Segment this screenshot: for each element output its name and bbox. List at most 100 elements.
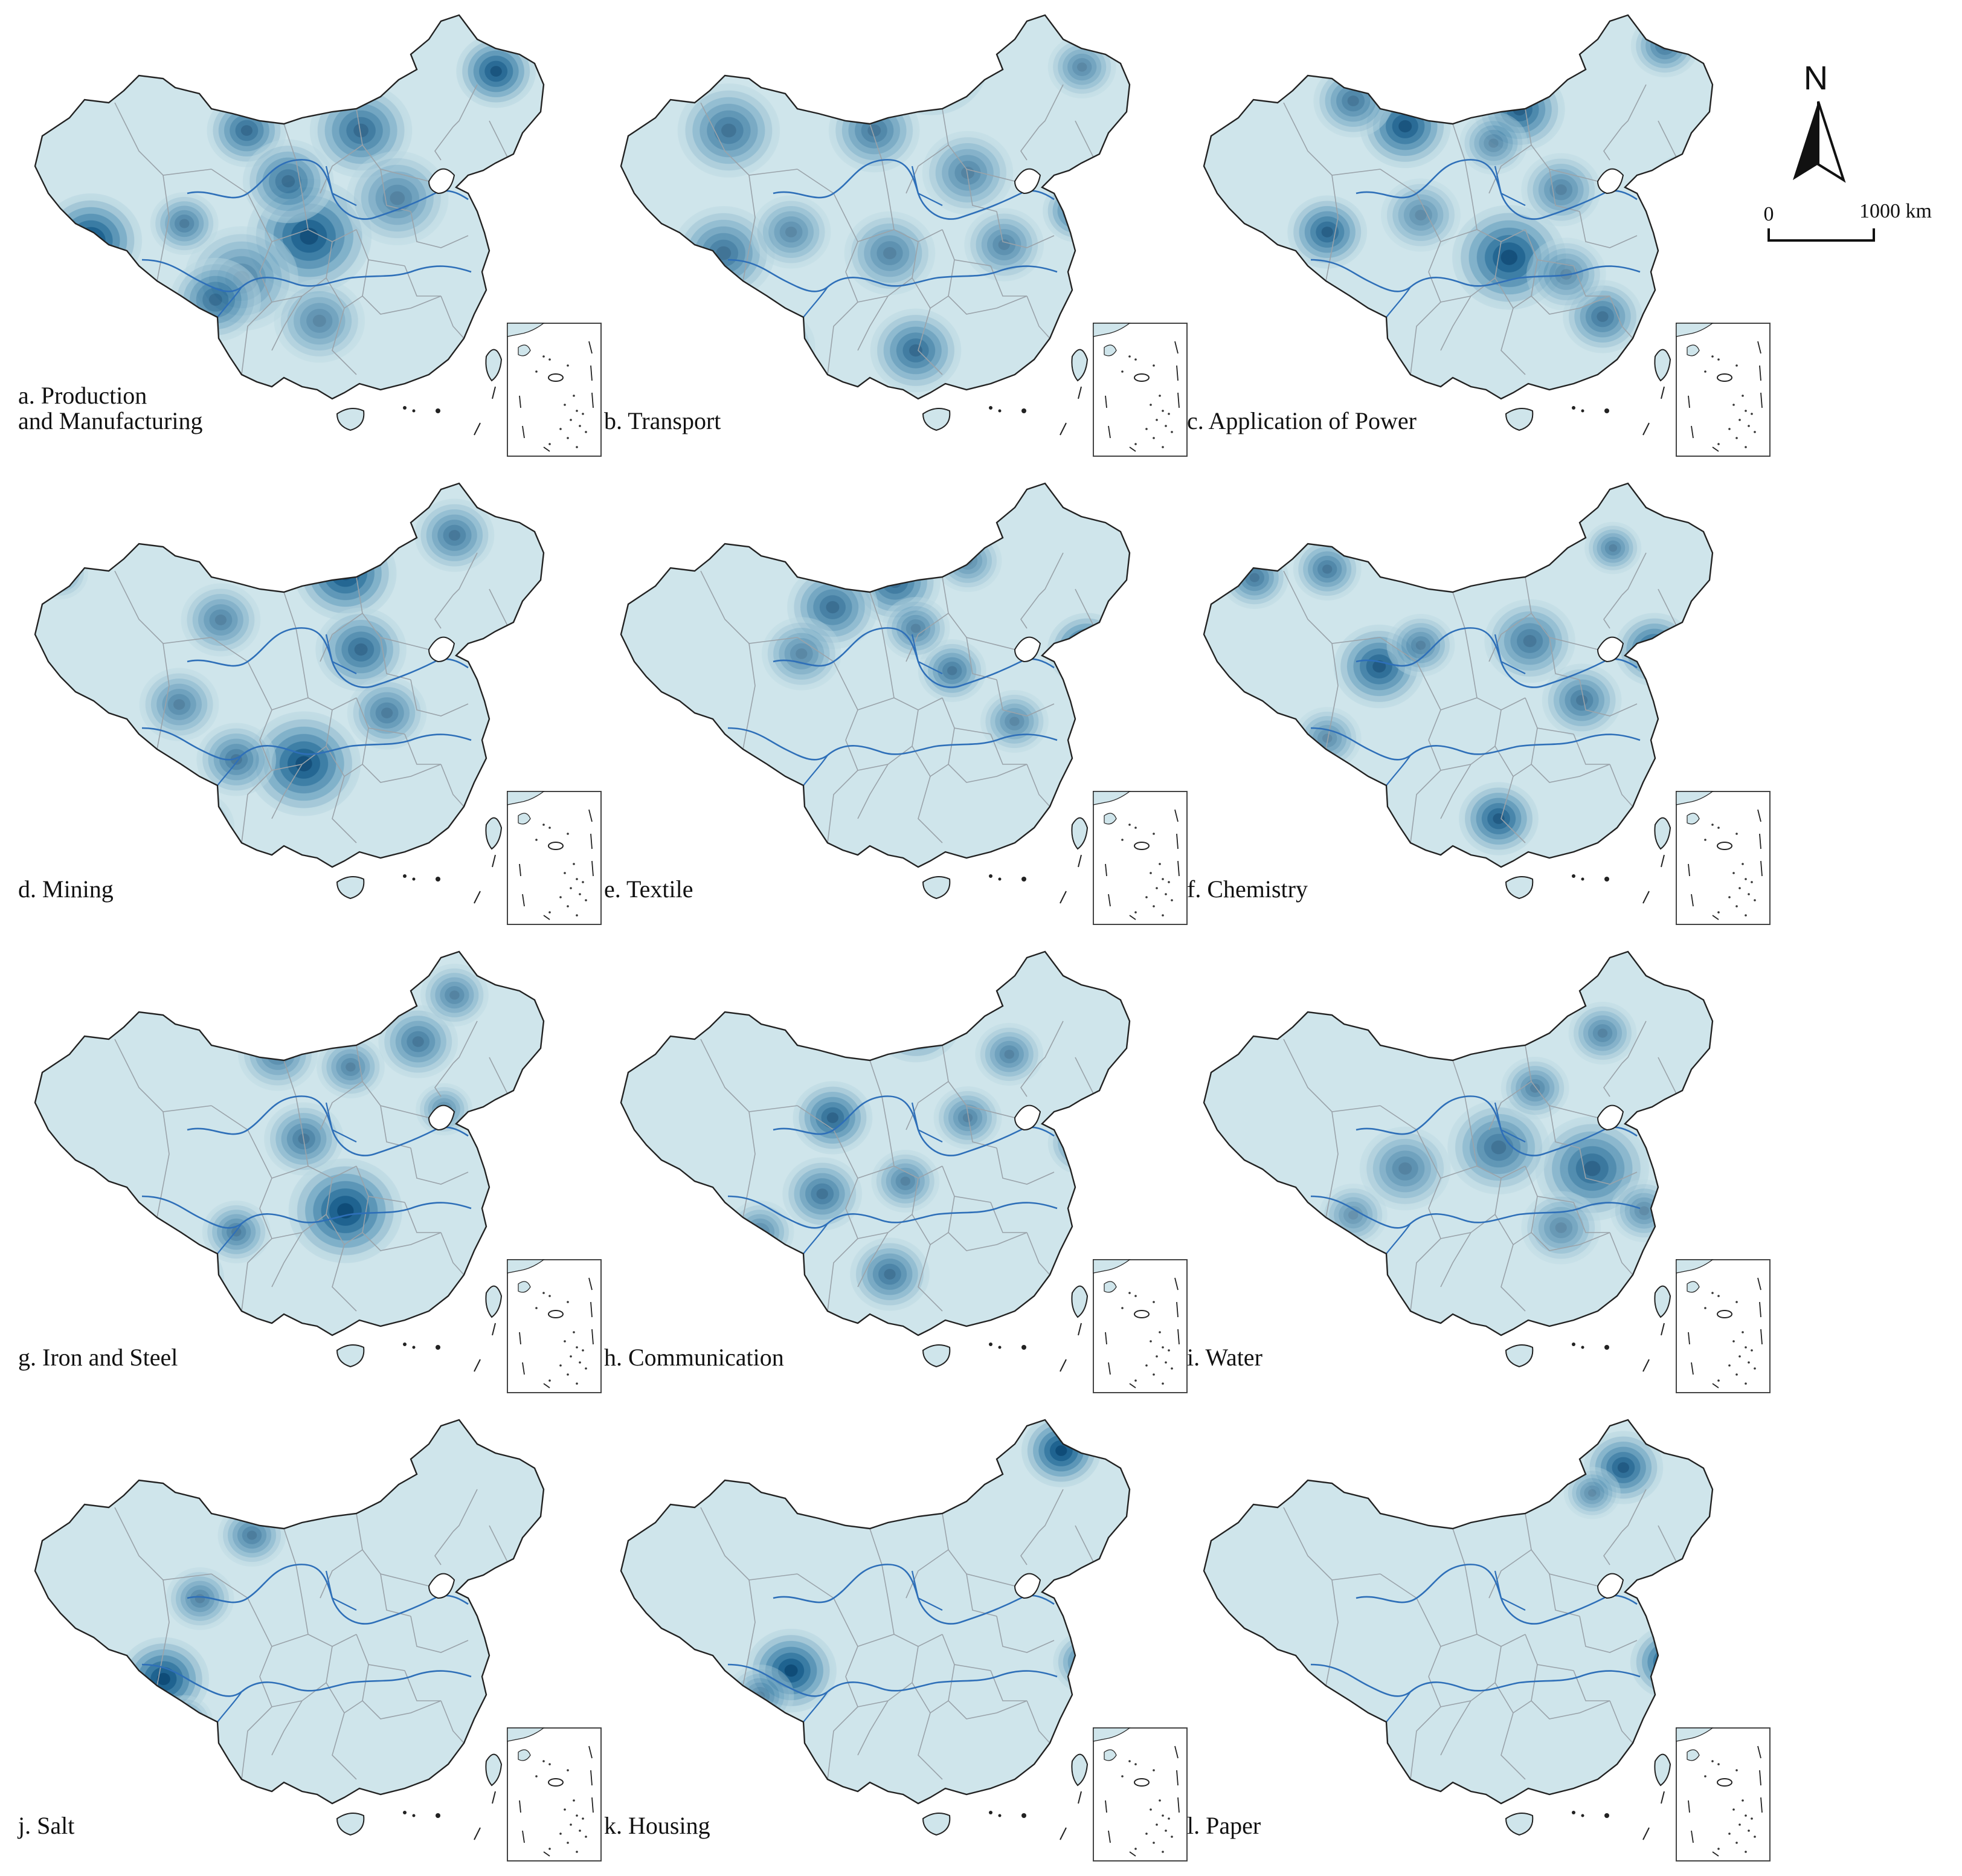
inset-boundary-dash [1760,1329,1763,1345]
bohai-sea [428,168,455,195]
yangtze-river-branch [803,286,828,318]
inset-island-dot [564,1808,566,1811]
boundary-dash [1642,1359,1650,1372]
inset-boundary-dash [1688,863,1690,877]
province-boundary [1325,1111,1339,1218]
province-boundary [283,123,309,230]
inset-boundary-dash [591,392,594,408]
inset-island-dot [573,1799,575,1802]
inset-island-dot [1162,1382,1164,1385]
inset-island-dot [570,887,572,889]
yellow-river-branch [1494,1570,1526,1611]
inset-island-dot [573,863,575,865]
south-china-sea-inset [1093,1727,1188,1861]
inset-island-dot [1742,1799,1744,1802]
province-boundary [1609,295,1633,339]
inset-island-ring [1717,842,1732,850]
inset-boundary-dash [1177,1797,1180,1813]
inset-island-dot [1153,437,1155,439]
bohai-sea [1014,168,1041,195]
boundary-dash [1078,1323,1082,1336]
inset-island-dot [573,1331,575,1333]
inset-boundary-dash [1712,1383,1719,1388]
inset-island-dot [570,1355,572,1358]
density-hotspot [963,208,1044,282]
island-dot [1604,877,1609,882]
island-dot [1572,874,1575,878]
inset-island-dot [1745,1346,1747,1349]
province-boundary [1658,1057,1677,1094]
inset-boundary-dash [1177,1329,1180,1345]
inset-island-dot [1742,1331,1744,1333]
inset-island-dot [573,395,575,397]
province-boundary [1549,1573,1580,1617]
province-boundary [1579,1616,1638,1653]
inset-island-dot [1165,425,1167,427]
inset-boundary-dash [1757,1745,1761,1759]
province-boundary [1075,120,1094,158]
province-boundary [827,301,858,375]
island-dot [1021,1813,1026,1818]
inset-island-dot [567,1842,569,1844]
country-outline [1203,1419,1714,1805]
inset-island-dot [567,1301,569,1303]
inset-island-dot [1742,395,1744,397]
density-hotspot [761,617,842,691]
inset-hainan [518,1281,531,1293]
province-boundary [380,637,411,680]
density-hotspot [176,1289,245,1335]
inset-boundary-dash [1176,833,1179,849]
province-boundary [827,770,858,843]
panel-label-e: e. Textile [604,875,693,903]
boundary-dash [474,1827,481,1840]
density-hotspot [975,1022,1044,1086]
province-boundaries [700,84,1094,375]
inset-island-dot [1711,824,1714,826]
map-panel-k: k. Housing [604,1419,1188,1861]
inset-frame [1676,791,1771,925]
density-hotspot [1568,1001,1637,1065]
inset-hainan [1687,344,1700,356]
province-boundary [1579,1147,1638,1185]
map-panel-h: h. Communication [604,950,1188,1393]
inset-island-dot [1171,431,1173,433]
province-boundary [1325,1579,1339,1686]
density-hotspot [414,498,495,572]
yangtze-river [1310,1663,1641,1697]
inset-island-dot [576,878,578,880]
inset-island-dot [564,404,566,406]
yangtze-river [141,259,472,292]
province-boundary [380,169,411,212]
province-boundary [241,1706,272,1780]
density-hotspot [1386,613,1455,677]
province-boundary [452,84,478,127]
bohai-sea [1597,1104,1624,1131]
yangtze-river [141,1195,472,1229]
province-boundary [1026,764,1050,807]
yangtze-river-branch [217,1691,242,1723]
south-sea-marks [1572,1323,1665,1372]
country-outline [620,482,1131,868]
hainan-island [1505,1344,1534,1368]
taiwan-island [1654,817,1671,850]
province-boundary [1603,126,1623,161]
bohai-sea [1597,636,1624,663]
inset-island-dot [1751,413,1753,415]
province-boundary [332,1712,357,1780]
province-boundaries [700,1489,1094,1780]
province-boundary [1325,643,1339,750]
inset-island-dot [564,1340,566,1343]
inset-island-dot [579,1829,581,1832]
panel-label-j: j. Salt [17,1812,74,1839]
boundary-dash [474,422,481,436]
density-hotspot [181,583,261,657]
province-boundary [1075,1525,1094,1562]
province-boundary [1549,637,1580,680]
province-boundary [918,776,943,843]
inset-mainland [1676,791,1714,805]
inset-mainland [1676,1727,1714,1742]
inset-island-dot [1121,1775,1124,1778]
province-boundary [742,643,756,750]
bohai-sea [1014,1104,1041,1131]
province-boundary [440,1700,465,1744]
